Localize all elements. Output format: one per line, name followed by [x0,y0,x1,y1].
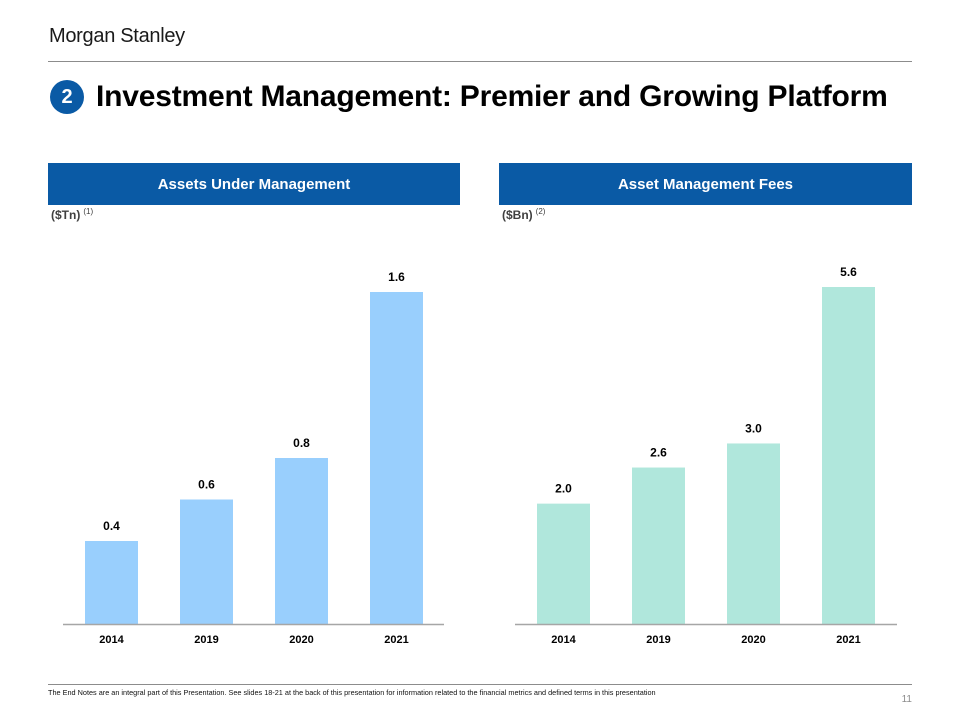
fees-footnote-ref: (2) [535,207,546,216]
end-notes-disclaimer: The End Notes are an integral part of th… [48,688,656,697]
fees-data-label-2019: 2.6 [650,446,667,460]
footer-divider [48,684,912,685]
morgan-stanley-logo: Morgan Stanley [49,25,185,47]
aum-bar-2014 [85,541,138,624]
aum-x-tick-2021: 2021 [384,634,408,646]
aum-footnote-ref: (1) [83,207,94,216]
header-divider [48,61,912,62]
fees-panel-header: Asset Management Fees [499,163,912,205]
aum-data-label-2019: 0.6 [198,478,215,492]
fees-x-tick-2020: 2020 [741,634,765,646]
aum-bar-2021 [370,292,423,624]
aum-x-tick-2019: 2019 [194,634,218,646]
aum-bar-2019 [180,499,233,624]
aum-unit-text: ($Tn) [51,208,81,222]
fees-x-tick-2014: 2014 [551,634,576,646]
fees-unit-text: ($Bn) [502,208,533,222]
fees-bar-2014 [537,503,590,624]
aum-data-label-2021: 1.6 [388,270,405,284]
aum-data-label-2014: 0.4 [103,519,120,533]
aum-bar-2020 [275,458,328,624]
fees-x-tick-2021: 2021 [836,634,860,646]
aum-panel-header: Assets Under Management [48,163,460,205]
fees-x-tick-2019: 2019 [646,634,670,646]
aum-data-label-2020: 0.8 [293,436,310,450]
aum-unit-label: ($Tn) (1) [51,207,94,222]
section-number-badge: 2 [50,80,84,114]
fees-data-label-2014: 2.0 [555,482,572,496]
page-number: 11 [901,694,912,705]
fees-bar-2020 [727,443,780,624]
slide-title: Investment Management: Premier and Growi… [96,80,888,113]
fees-data-label-2020: 3.0 [745,421,762,435]
aum-x-tick-2020: 2020 [289,634,313,646]
fees-bar-2021 [822,287,875,624]
fees-bar-2019 [632,467,685,624]
fees-unit-label: ($Bn) (2) [502,207,546,222]
slide-title-row: 2 Investment Management: Premier and Gro… [50,80,888,114]
aum-x-tick-2014: 2014 [99,634,124,646]
fees-data-label-2021: 5.6 [840,265,857,279]
